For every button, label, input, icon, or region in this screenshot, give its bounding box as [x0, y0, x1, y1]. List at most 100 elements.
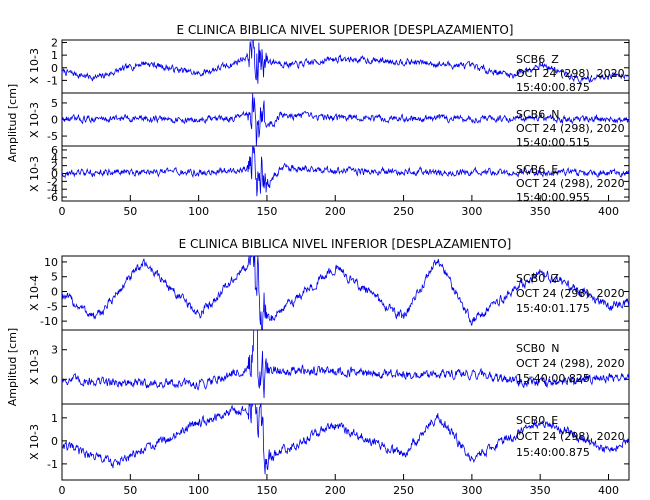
upper-panel-e-ytick-label-4: -2: [47, 175, 58, 188]
upper-panel-z-time: 15:40:00.875: [516, 81, 590, 94]
upper-panel-n-date: OCT 24 (298), 2020: [516, 122, 625, 135]
upper-panel-z: 210-1 X 10-3 SCB6 Z OCT 24 (298), 2020 15…: [28, 37, 630, 94]
lower-panel-n-scale-label: X 10-3: [28, 349, 41, 385]
lower-panel-z-station: SCB0: [516, 272, 545, 285]
upper-xtick-label-7: 350: [530, 205, 551, 218]
upper-panel-e-ytick-label-6: -6: [47, 191, 58, 204]
lower-panel-n-ytick-label-0: 3: [51, 344, 58, 357]
upper-panel-z-ytick-label-1: 1: [51, 49, 58, 62]
upper-panel-n-station: SCB6: [516, 108, 545, 121]
upper-panel-e-component: E: [551, 163, 558, 176]
lower-panel-n-station: SCB0: [516, 342, 545, 355]
upper-chart-title: E CLINICA BIBLICA NIVEL SUPERIOR [DESPLA…: [177, 23, 514, 37]
upper-panel-e-station: SCB6: [516, 163, 545, 176]
upper-panel-e-ytick-label-1: 4: [51, 152, 58, 165]
upper-panel-n-ytick-label-1: 0: [51, 114, 58, 127]
upper-panel-z-ytick-label-3: -1: [47, 74, 58, 87]
upper-panel-e-ytick-label-3: 0: [51, 168, 58, 181]
upper-panel-z-ytick-label-0: 2: [51, 37, 58, 50]
upper-xtick-label-6: 300: [461, 205, 482, 218]
lower-panel-z-component: Z: [551, 272, 559, 285]
lower-chart: E CLINICA BIBLICA NIVEL INFERIOR [DESPLA…: [6, 237, 630, 497]
lower-panel-z-station-label: SCB0 Z: [516, 272, 559, 285]
lower-panel-e-scale-label: X 10-3: [28, 424, 41, 460]
upper-panel-n-station-label: SCB6 N: [516, 108, 559, 121]
upper-xtick-label-5: 250: [393, 205, 414, 218]
lower-panel-n-component: N: [551, 342, 559, 355]
lower-panel-e: 1 0 -1 X 10-3 SCB0 E OCT 24 (298), 2020 15:…: [28, 402, 630, 481]
lower-xtick-label-0: 0: [59, 484, 66, 497]
upper-panel-z-trace: [61, 39, 630, 85]
lower-panel-z-ytick-label-1: 5: [51, 271, 58, 284]
upper-panel-n-ytick-label-2: -5: [47, 130, 58, 143]
lower-xtick-label-4: 200: [325, 484, 346, 497]
lower-panel-z-time: 15:40:01.175: [516, 302, 590, 315]
lower-panel-z-scale-label: X 10-4: [28, 275, 41, 311]
lower-panel-e-trace: [61, 402, 630, 475]
lower-xtick-label-1: 50: [123, 484, 137, 497]
upper-xtick-label-0: 0: [59, 205, 66, 218]
lower-xtick-label-5: 250: [393, 484, 414, 497]
lower-panel-z-ytick-label-4: -10: [40, 315, 58, 328]
lower-panel-e-component: E: [551, 414, 558, 427]
lower-xtick-label-3: 150: [256, 484, 277, 497]
upper-panel-z-scale-label: X 10-3: [28, 48, 41, 84]
lower-panel-z-yticks: 10 5 0-5 -10: [40, 256, 629, 328]
lower-panel-e-station: SCB0: [516, 414, 545, 427]
lower-panel-n: 3 0 X 10-3 SCB0 N OCT 24 (298), 2020 15:40…: [28, 329, 630, 405]
lower-panel-z-ytick-label-2: 0: [51, 286, 58, 299]
upper-xtick-label-4: 200: [325, 205, 346, 218]
upper-panel-z-ytick-label-2: 0: [51, 62, 58, 75]
lower-xtick-label-2: 100: [188, 484, 209, 497]
upper-panel-n-scale-label: X 10-3: [28, 102, 41, 138]
lower-panel-e-yticks: 1 0 -1: [47, 412, 629, 471]
upper-panel-n-component: N: [551, 108, 559, 121]
lower-chart-title: E CLINICA BIBLICA NIVEL INFERIOR [DESPLA…: [179, 237, 512, 251]
lower-xtick-label-6: 300: [461, 484, 482, 497]
lower-panel-n-time: 15:40:00.825: [516, 372, 590, 385]
lower-x-axis: 0 50 100 150 200 250 300 350 400: [59, 474, 619, 497]
lower-panel-e-frame: [61, 403, 630, 481]
lower-panel-z-ytick-label-3: -5: [47, 300, 58, 313]
upper-panel-n-time: 15:40:00.515: [516, 136, 590, 149]
upper-panel-e-time: 15:40:00.955: [516, 191, 590, 204]
lower-panel-e-ytick-label-1: 0: [51, 435, 58, 448]
upper-panel-e-ytick-label-0: 6: [51, 144, 58, 157]
upper-panel-e-ytick-label-2: 2: [51, 160, 58, 173]
lower-xtick-label-7: 350: [530, 484, 551, 497]
upper-xtick-label-3: 150: [256, 205, 277, 218]
upper-panel-e-ytick-label-5: -4: [47, 183, 58, 196]
upper-panel-z-station: SCB6: [516, 53, 545, 66]
upper-xtick-label-2: 100: [188, 205, 209, 218]
lower-panel-e-date: OCT 24 (298), 2020: [516, 430, 625, 443]
upper-chart: E CLINICA BIBLICA NIVEL SUPERIOR [DESPLA…: [6, 23, 630, 218]
lower-panel-e-station-label: SCB0 E: [516, 414, 558, 427]
upper-y-axis-label: Amplitud [cm]: [6, 84, 19, 162]
lower-panel-n-date: OCT 24 (298), 2020: [516, 357, 625, 370]
upper-x-axis: 0 50 100 150 200 250 300 350 400: [59, 195, 619, 218]
upper-panel-z-station-label: SCB6 Z: [516, 53, 559, 66]
upper-panel-e-scale-label: X 10-3: [28, 156, 41, 192]
upper-panel-e-date: OCT 24 (298), 2020: [516, 177, 625, 190]
upper-panel-z-date: OCT 24 (298), 2020: [516, 67, 625, 80]
upper-panel-n-trace: [61, 92, 630, 147]
lower-panel-n-trace: [61, 329, 630, 398]
lower-panel-z: 10 5 0-5 -10 X 10-4 SCB0 Z OCT 24 (298), 202…: [28, 254, 630, 331]
lower-y-axis-label: Amplitud [cm]: [6, 328, 19, 406]
lower-panel-n-ytick-label-1: 0: [51, 373, 58, 386]
lower-panel-e-time: 15:40:00.875: [516, 446, 590, 459]
upper-xtick-label-1: 50: [123, 205, 137, 218]
upper-xtick-label-8: 400: [598, 205, 619, 218]
upper-panel-z-component: Z: [551, 53, 559, 66]
upper-panel-n-ytick-label-0: 5: [51, 97, 58, 110]
upper-panel-e-station-label: SCB6 E: [516, 163, 558, 176]
lower-xtick-label-8: 400: [598, 484, 619, 497]
lower-panel-e-ytick-label-2: -1: [47, 458, 58, 471]
lower-panel-z-trace: [61, 254, 630, 331]
lower-panel-z-ytick-label-0: 10: [44, 256, 58, 269]
lower-panel-z-date: OCT 24 (298), 2020: [516, 287, 625, 300]
upper-panel-e-trace: [61, 145, 630, 197]
